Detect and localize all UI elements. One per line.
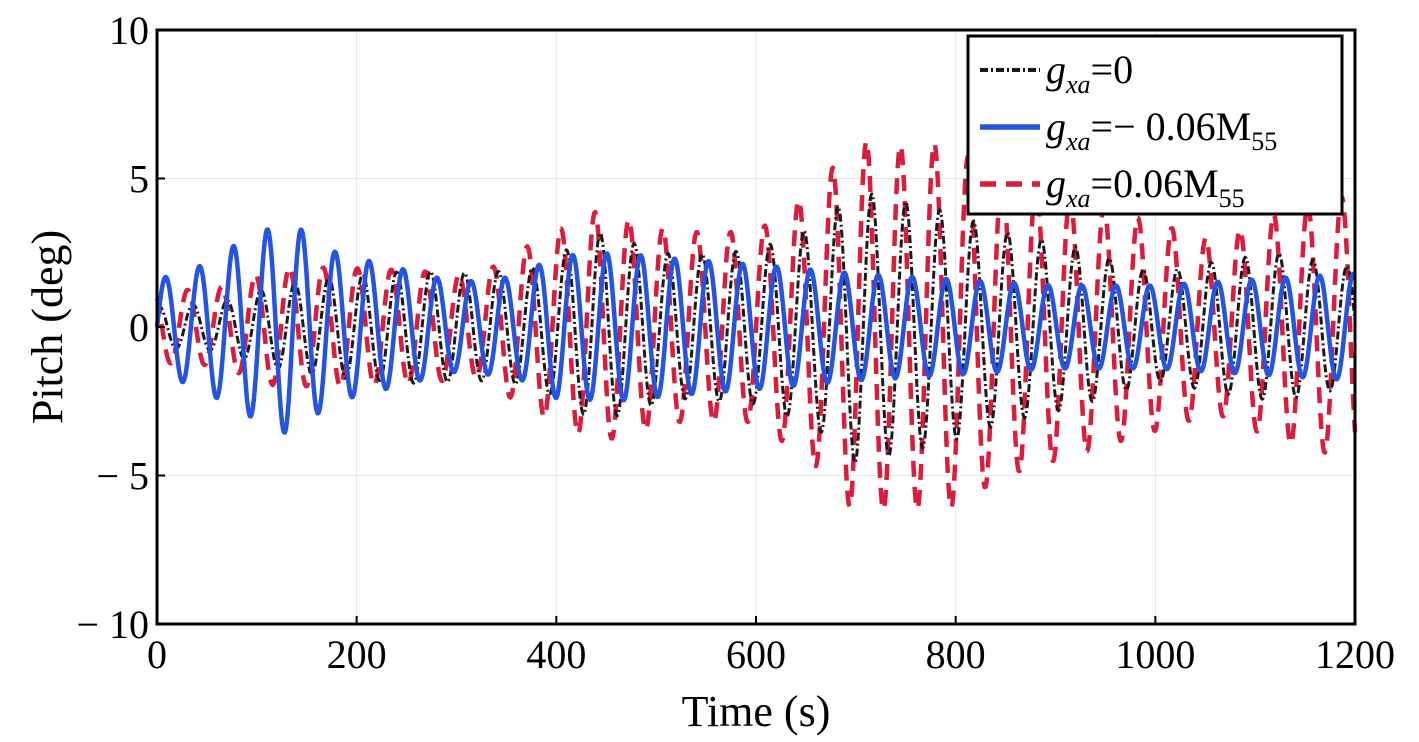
series-line [154, 227, 1357, 435]
x-tick-label: 600 [726, 632, 786, 677]
legend-entry: gxa=− 0.06M55 [1046, 104, 1277, 156]
x-axis-label: Time (s) [682, 687, 831, 736]
legend-entry: gxa=0 [1046, 47, 1133, 99]
series-lines [154, 139, 1358, 512]
y-tick-label: − 5 [96, 454, 149, 499]
x-tick-label: 0 [147, 632, 167, 677]
x-tick-label: 400 [526, 632, 586, 677]
legend-entry: gxa=0.06M55 [1046, 161, 1245, 213]
y-tick-label: 5 [129, 157, 149, 202]
y-tick-label: − 10 [76, 602, 149, 647]
y-tick-label: 0 [129, 305, 149, 350]
series-line [155, 192, 1357, 465]
y-axis-label: Pitch (deg) [23, 230, 72, 424]
y-tick-label: 10 [109, 8, 149, 53]
x-tick-label: 1000 [1115, 632, 1195, 677]
axis-ticks: 0 200 400 600 800 1000 1200 − 10 − 5 0 5 10 [76, 8, 1395, 677]
x-tick-label: 200 [327, 632, 387, 677]
x-tick-label: 1200 [1315, 632, 1395, 677]
series-line [154, 139, 1358, 512]
x-tick-label: 800 [926, 632, 986, 677]
